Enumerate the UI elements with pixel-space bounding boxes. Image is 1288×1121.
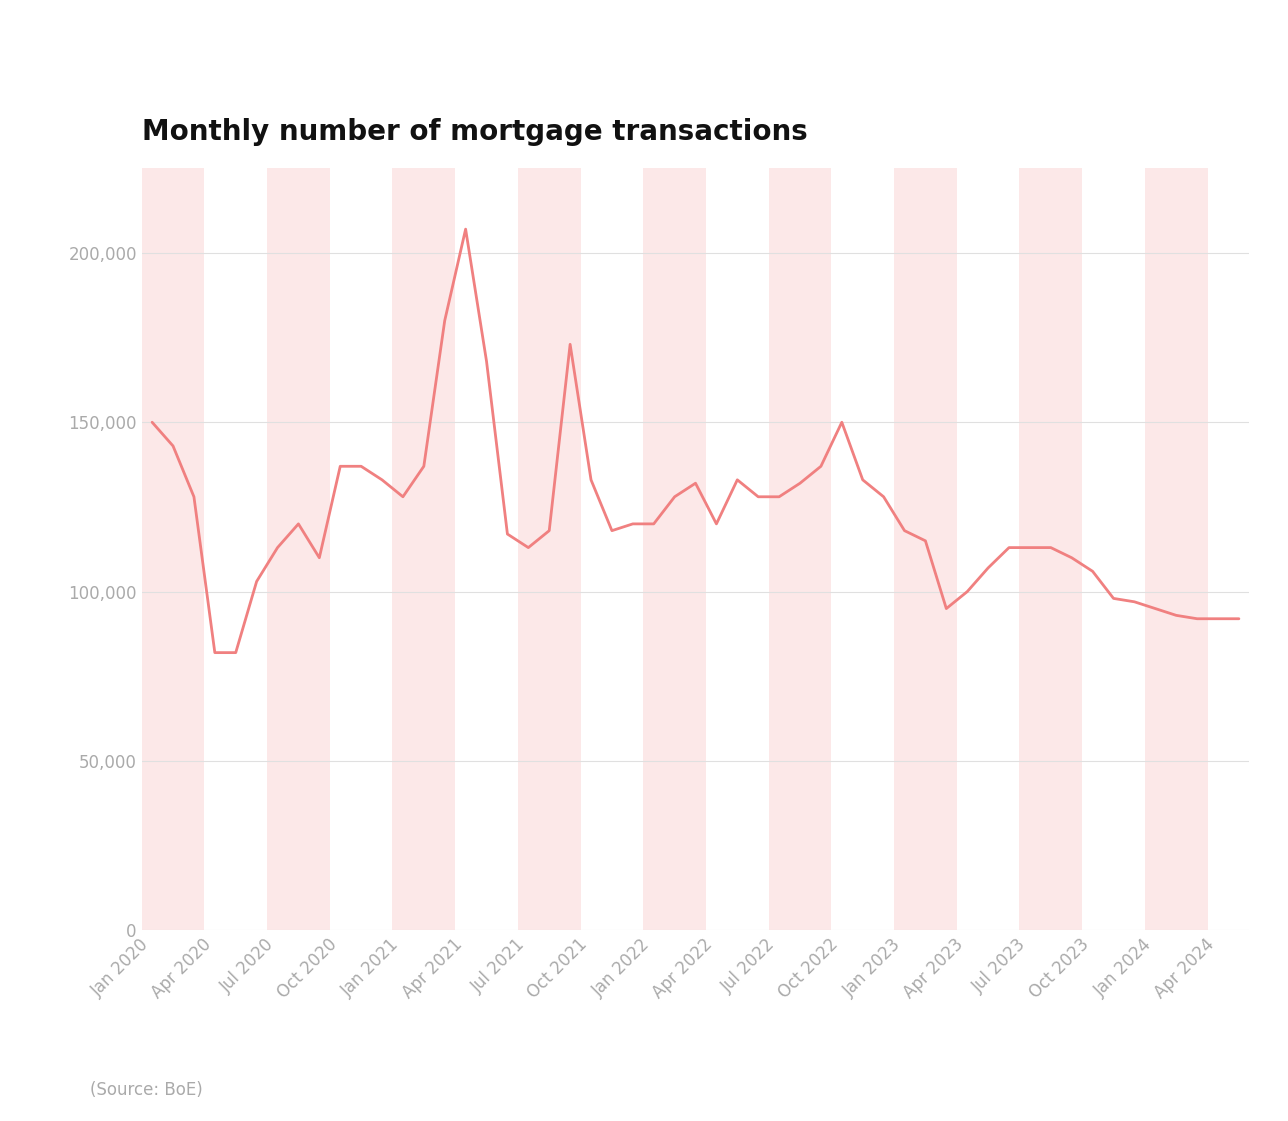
Bar [1145, 168, 1208, 930]
Bar [894, 168, 957, 930]
Bar [1249, 168, 1270, 930]
Bar [643, 168, 706, 930]
Bar [518, 168, 581, 930]
Bar [769, 168, 831, 930]
Bar [1020, 168, 1082, 930]
Text: (Source: BoE): (Source: BoE) [90, 1081, 204, 1099]
Bar [393, 168, 455, 930]
Text: Monthly number of mortgage transactions: Monthly number of mortgage transactions [142, 119, 808, 147]
Bar [142, 168, 205, 930]
Bar [267, 168, 330, 930]
